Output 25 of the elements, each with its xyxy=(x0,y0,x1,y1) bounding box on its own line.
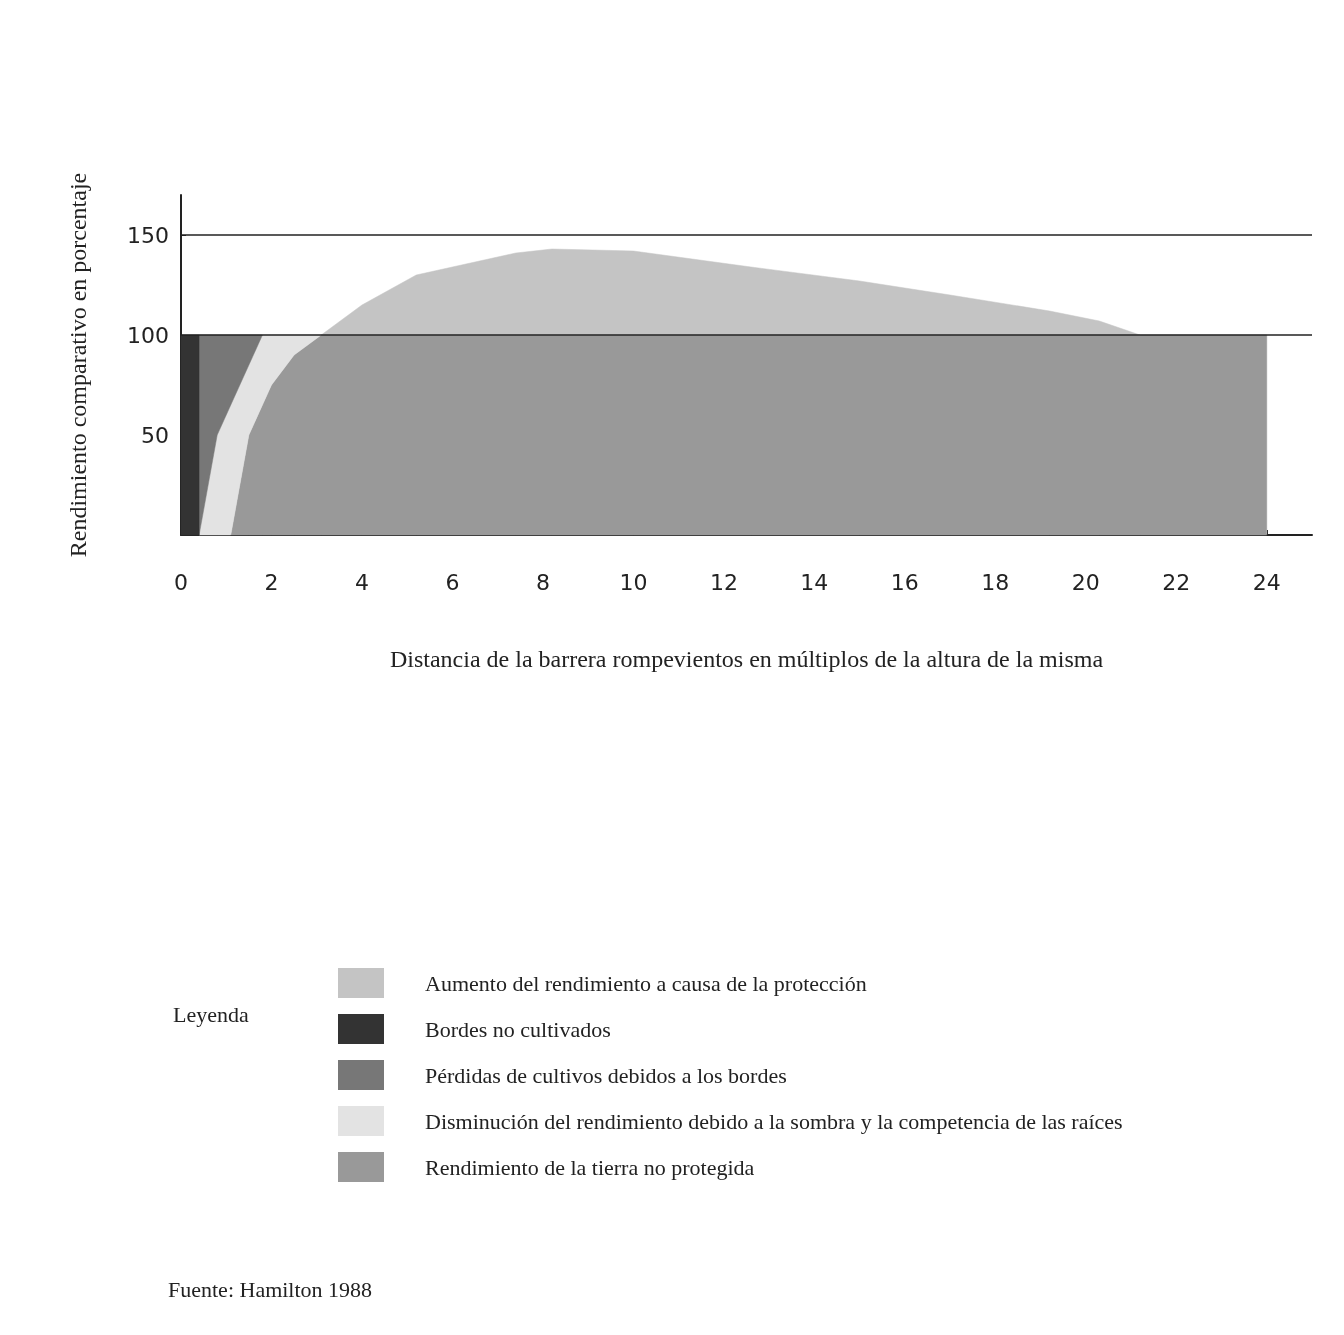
legend-title: Leyenda xyxy=(173,1001,249,1027)
x-tick-label: 12 xyxy=(709,569,738,595)
legend-label: Pérdidas de cultivos debidos a los bordes xyxy=(425,1062,787,1088)
x-tick-label: 22 xyxy=(1162,569,1191,595)
y-tick-label: 100 xyxy=(127,322,169,348)
legend-label: Bordes no cultivados xyxy=(425,1016,611,1042)
source-note: Fuente: Hamilton 1988 xyxy=(168,1276,373,1302)
x-tick-label: 0 xyxy=(174,569,188,595)
legend-label: Aumento del rendimiento a causa de la protección xyxy=(425,970,867,996)
x-tick-label: 2 xyxy=(264,569,279,595)
x-tick-label: 20 xyxy=(1071,569,1100,595)
x-tick-label: 18 xyxy=(981,569,1010,595)
legend-label: Disminución del rendimiento debido a la sombra y la competencia de las raíces xyxy=(425,1108,1123,1134)
legend-label: Rendimiento de la tierra no protegida xyxy=(425,1154,755,1180)
x-tick-label: 6 xyxy=(445,569,460,595)
x-tick-label: 4 xyxy=(354,569,369,595)
x-axis-title: Distancia de la barrera rompevientos en múltiplos de la altura de la misma xyxy=(389,646,1104,672)
x-tick-label: 14 xyxy=(800,569,829,595)
x-tick-label: 10 xyxy=(619,569,648,595)
y-tick-label: 50 xyxy=(141,422,169,448)
y-axis-title: Rendimiento comparativo en porcentaje xyxy=(65,172,91,558)
x-tick-label: 16 xyxy=(890,569,919,595)
y-tick-label: 150 xyxy=(127,222,169,248)
x-tick-label: 24 xyxy=(1252,569,1281,595)
x-tick-label: 8 xyxy=(535,569,550,595)
